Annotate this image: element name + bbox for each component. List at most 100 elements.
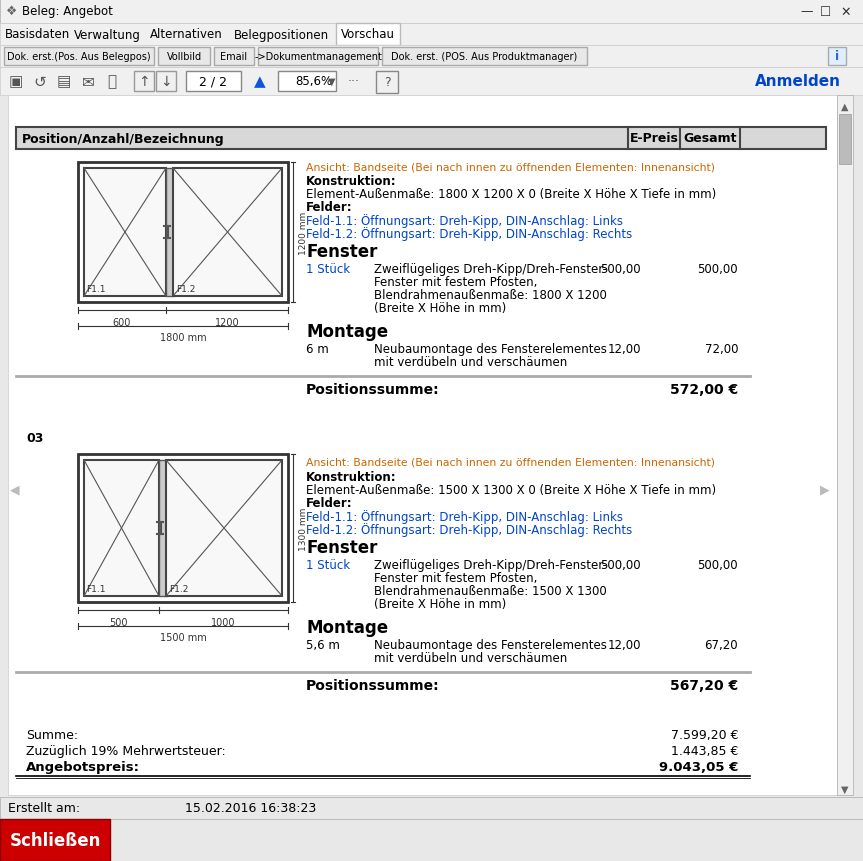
Text: Position/Anzahl/Bezeichnung: Position/Anzahl/Bezeichnung (22, 133, 224, 146)
Text: Positionssumme:: Positionssumme: (306, 678, 439, 692)
Bar (78, 455, 288, 603)
Text: ▣: ▣ (9, 74, 23, 90)
Text: 5,6 m: 5,6 m (306, 638, 340, 651)
Text: ->Dokumentmanagement: ->Dokumentmanagement (254, 52, 382, 62)
Bar (0, 68, 863, 96)
Text: F1.2: F1.2 (176, 285, 195, 294)
Text: 6 m: 6 m (306, 343, 329, 356)
Text: 1500 mm: 1500 mm (160, 632, 206, 642)
Text: F1.1: F1.1 (86, 585, 105, 593)
Bar (382, 48, 587, 66)
Text: Fenster: Fenster (306, 538, 377, 556)
Text: Konstruktion:: Konstruktion: (306, 470, 397, 483)
Text: Verwaltung: Verwaltung (73, 28, 141, 41)
Text: 1000: 1000 (211, 617, 236, 628)
Text: E-Preis: E-Preis (630, 133, 678, 146)
Text: ↓: ↓ (161, 75, 172, 89)
Text: Zweiflügeliges Dreh-Kipp/Dreh-Fenster-: Zweiflügeliges Dreh-Kipp/Dreh-Fenster- (374, 558, 607, 572)
Bar (278, 72, 336, 92)
Text: mit verdübeln und verschäumen: mit verdübeln und verschäumen (374, 651, 567, 664)
Text: 15.02.2016 16:38:23: 15.02.2016 16:38:23 (185, 802, 316, 815)
Bar (8, 96, 837, 795)
Text: 1.443,85 €: 1.443,85 € (671, 744, 738, 757)
Text: Fenster mit festem Pfosten,: Fenster mit festem Pfosten, (374, 276, 538, 288)
Text: Gesamt: Gesamt (683, 133, 737, 146)
Text: (Breite X Höhe in mm): (Breite X Höhe in mm) (374, 598, 507, 610)
Text: Blendrahmenaußenmaße: 1500 X 1300: Blendrahmenaußenmaße: 1500 X 1300 (374, 585, 607, 598)
Text: Email: Email (220, 52, 248, 62)
Text: Felder:: Felder: (306, 497, 353, 510)
Bar (173, 169, 282, 297)
Text: Angebotspreis:: Angebotspreis: (26, 760, 140, 773)
Text: ▲: ▲ (841, 102, 848, 112)
Text: F1.2: F1.2 (169, 585, 188, 593)
Bar (258, 48, 378, 66)
Bar (166, 461, 282, 597)
Text: Konstruktion:: Konstruktion: (306, 175, 397, 188)
Bar (336, 24, 400, 46)
Text: 9.043,05 €: 9.043,05 € (658, 760, 738, 773)
Text: ◀: ◀ (10, 483, 20, 496)
Text: Neubaumontage des Fensterelementes: Neubaumontage des Fensterelementes (374, 343, 607, 356)
Bar (159, 461, 167, 597)
Bar (16, 127, 826, 150)
Bar (186, 72, 241, 92)
Bar (0, 819, 110, 861)
Text: ☐: ☐ (820, 5, 831, 18)
Text: 1 Stück: 1 Stück (306, 263, 350, 276)
Text: 500: 500 (109, 617, 127, 628)
Text: Anmelden: Anmelden (755, 74, 841, 90)
Text: Fenster: Fenster (306, 243, 377, 261)
Text: 500,00: 500,00 (697, 558, 738, 572)
Text: 572,00 €: 572,00 € (670, 382, 738, 397)
Text: ▼: ▼ (328, 77, 336, 87)
Text: 12,00: 12,00 (608, 343, 641, 356)
Text: 72,00: 72,00 (704, 343, 738, 356)
Text: Zuzüglich 19% Mehrwertsteuer:: Zuzüglich 19% Mehrwertsteuer: (26, 744, 226, 757)
Text: 500,00: 500,00 (697, 263, 738, 276)
Text: Positionssumme:: Positionssumme: (306, 382, 439, 397)
Bar (0, 46, 863, 68)
Bar (156, 72, 176, 92)
Text: Montage: Montage (306, 618, 388, 636)
Text: Element-Außenmaße: 1800 X 1200 X 0 (Breite X Höhe X Tiefe in mm): Element-Außenmaße: 1800 X 1200 X 0 (Brei… (306, 188, 716, 201)
Text: mit verdübeln und verschäumen: mit verdübeln und verschäumen (374, 356, 567, 369)
Bar (84, 169, 166, 297)
Text: Alternativen: Alternativen (149, 28, 223, 41)
Text: Summe:: Summe: (26, 728, 79, 741)
Text: ❖: ❖ (6, 5, 17, 18)
Text: Belegpositionen: Belegpositionen (233, 28, 329, 41)
Text: 1 Stück: 1 Stück (306, 558, 350, 572)
Text: 67,20: 67,20 (704, 638, 738, 651)
Text: Montage: Montage (306, 323, 388, 341)
Text: Vollbild: Vollbild (167, 52, 202, 62)
Text: Basisdaten: Basisdaten (4, 28, 70, 41)
Text: Neubaumontage des Fensterelementes: Neubaumontage des Fensterelementes (374, 638, 607, 651)
Text: ✕: ✕ (840, 5, 851, 18)
Text: Feld-1.1: Öffnungsart: Dreh-Kipp, DIN-Anschlag: Links: Feld-1.1: Öffnungsart: Dreh-Kipp, DIN-An… (306, 214, 623, 227)
Text: ···: ··· (348, 76, 360, 89)
Bar (376, 72, 398, 94)
Text: F1.1: F1.1 (86, 285, 105, 294)
Text: Dok. erst. (POS. Aus Produktmanager): Dok. erst. (POS. Aus Produktmanager) (392, 52, 577, 62)
Text: Element-Außenmaße: 1500 X 1300 X 0 (Breite X Höhe X Tiefe in mm): Element-Außenmaße: 1500 X 1300 X 0 (Brei… (306, 483, 716, 497)
Text: 1200: 1200 (215, 318, 239, 328)
Text: Felder:: Felder: (306, 201, 353, 214)
Bar (214, 48, 254, 66)
Text: 12,00: 12,00 (608, 638, 641, 651)
Text: ✉: ✉ (82, 74, 94, 90)
Text: Dok. erst.(Pos. Aus Belegpos): Dok. erst.(Pos. Aus Belegpos) (7, 52, 151, 62)
Text: 567,20 €: 567,20 € (670, 678, 738, 692)
Text: 600: 600 (113, 318, 131, 328)
Text: ▼: ▼ (841, 784, 848, 794)
Bar (0, 24, 863, 46)
Bar (78, 163, 288, 303)
Text: 500,00: 500,00 (601, 558, 641, 572)
Text: 1200 mm: 1200 mm (299, 211, 308, 254)
Text: Schließen: Schließen (9, 831, 101, 849)
Bar (158, 48, 210, 66)
Text: 1800 mm: 1800 mm (160, 332, 206, 343)
Text: ▤: ▤ (57, 74, 71, 90)
Text: —: — (800, 5, 812, 18)
Text: Feld-1.2: Öffnungsart: Dreh-Kipp, DIN-Anschlag: Rechts: Feld-1.2: Öffnungsart: Dreh-Kipp, DIN-An… (306, 523, 633, 536)
